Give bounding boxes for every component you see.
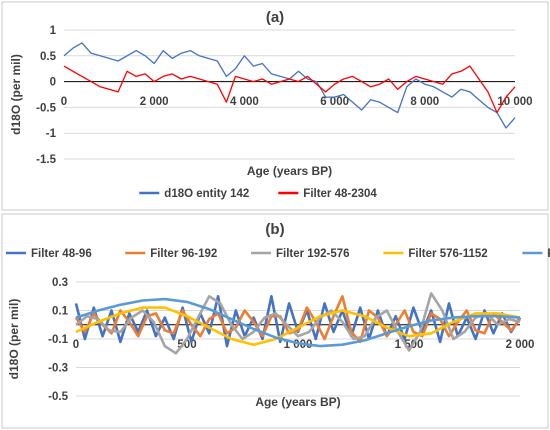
- x-tick-label: 0: [61, 96, 67, 108]
- chart-title: (a): [266, 9, 284, 26]
- y-tick-label: -0.1: [48, 334, 68, 346]
- x-tick-label: 2 000: [140, 96, 169, 108]
- series-line-filter-96-192: [74, 295, 522, 344]
- y-tick-label: 0.5: [40, 51, 57, 63]
- legend-label: Filter 48-2304: [303, 188, 377, 200]
- x-tick-label: 6 000: [320, 96, 349, 108]
- legend: d18O entity 142 Filter 48-2304: [139, 188, 377, 200]
- y-tick-label: -0.3: [48, 363, 68, 375]
- x-tick-label: 8 000: [410, 96, 439, 108]
- series-line-filter-1152-2304: [75, 297, 521, 348]
- panel-frame: [1, 1, 549, 211]
- x-tick-label: 0: [73, 339, 79, 351]
- panel-frame: [1, 213, 549, 429]
- y-tick-label: -0.5: [36, 102, 56, 114]
- chart-panel-a: (a) -1.5 -1 -0.5 0 0.5 1 0 2 000 4 000 6 000 8 000 1…: [1, 1, 549, 211]
- x-tick-label: 2 000: [506, 339, 535, 351]
- y-axis-title: d18O (per mil): [9, 54, 23, 135]
- series-line-filter-192-576: [75, 292, 521, 355]
- series-line-filter-48-2304: [63, 65, 516, 114]
- chart-title: (b): [265, 221, 284, 238]
- legend-label: d18O entity 142: [164, 188, 249, 200]
- x-tick-label: 1 500: [395, 339, 424, 351]
- legend-label: Filter 576-1152: [408, 248, 487, 260]
- y-tick-label: -0.5: [48, 391, 68, 403]
- legend-label: Filter 1152-2304: [547, 248, 550, 260]
- x-tick-label: 4 000: [230, 96, 259, 108]
- legend-label: Filter 96-192: [150, 248, 217, 260]
- y-tick-label: 0: [50, 77, 56, 89]
- legend: Filter 48-96 Filter 96-192 Filter 192-576 F…: [6, 248, 550, 260]
- y-tick-label: 0.3: [52, 277, 68, 289]
- x-tick-label: 10 000: [497, 96, 532, 108]
- x-axis-title: Age (years BP): [247, 164, 332, 178]
- y-tick-label: 1: [50, 25, 57, 37]
- x-axis-title: Age (years BP): [255, 395, 340, 409]
- series-line-filter-576-1152: [75, 306, 521, 346]
- y-tick-label: 0.1: [52, 306, 69, 318]
- y-axis-title: d18O (per mil): [7, 299, 21, 380]
- legend-label: Filter 192-576: [276, 248, 350, 260]
- y-tick-label: -1.5: [36, 154, 56, 166]
- chart-panel-b: (b)-0.5-0.3-0.10.10.30 500 1 000 1 500 2 000…: [1, 213, 550, 429]
- y-tick-label: -1: [46, 128, 57, 140]
- legend-label: Filter 48-96: [31, 248, 92, 260]
